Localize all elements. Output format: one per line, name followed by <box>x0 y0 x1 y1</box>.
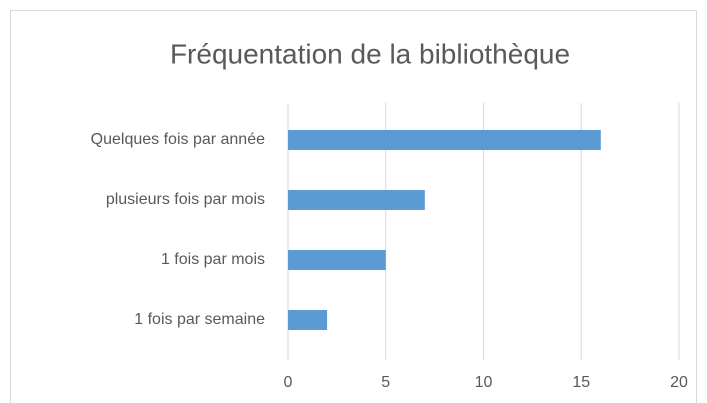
y-tick-label: Quelques fois par année <box>91 131 265 148</box>
x-tick-label: 0 <box>284 374 293 391</box>
y-tick-label: 1 fois par semaine <box>134 311 265 328</box>
bar <box>288 130 601 150</box>
bar <box>288 250 386 270</box>
x-tick-label: 20 <box>670 374 688 391</box>
bar <box>288 190 425 210</box>
chart-title: Fréquentation de la bibliothèque <box>170 38 570 69</box>
y-tick-label: plusieurs fois par mois <box>106 191 265 208</box>
bar <box>288 310 328 330</box>
x-tick-label: 5 <box>381 374 390 391</box>
x-tick-label: 15 <box>572 374 590 391</box>
y-tick-label: 1 fois par mois <box>161 251 265 268</box>
x-tick-label: 10 <box>475 374 493 391</box>
